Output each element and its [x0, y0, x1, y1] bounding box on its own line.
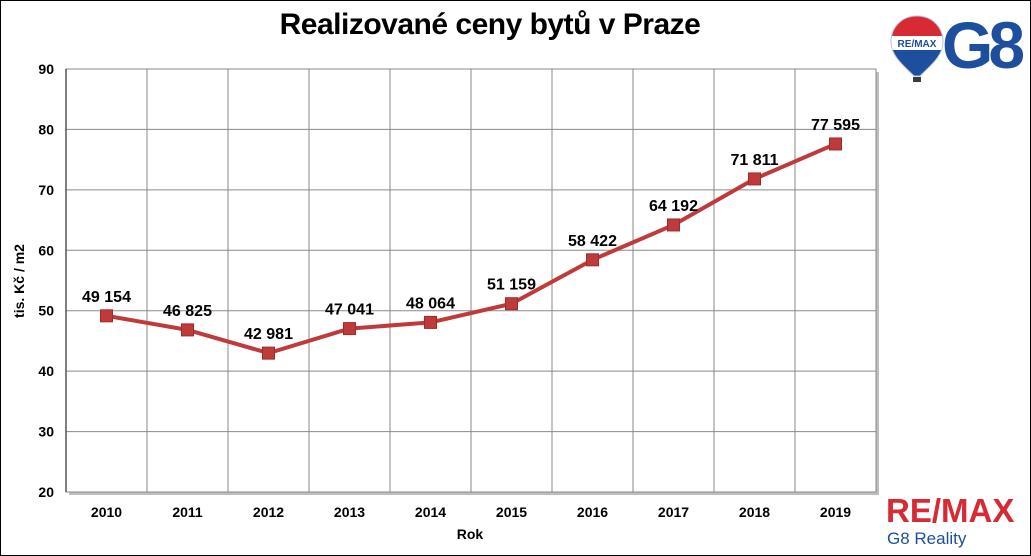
data-point: [424, 315, 437, 329]
data-label: 71 811: [730, 152, 778, 169]
x-axis-title: Rok: [457, 526, 484, 542]
data-label: 46 825: [163, 303, 212, 320]
data-point: [262, 346, 275, 360]
y-tick-label: 40: [38, 363, 54, 379]
x-tick-label: 2016: [577, 504, 608, 520]
y-axis-title: tis. Kč / m2: [11, 244, 27, 318]
data-point: [748, 172, 761, 186]
remax-subtitle: G8 Reality: [887, 529, 967, 548]
g8-logo: G8: [942, 8, 1025, 82]
y-tick-label: 20: [38, 484, 54, 500]
data-label: 64 192: [649, 198, 698, 215]
y-tick-label: 80: [38, 121, 54, 137]
plot-area: 20 30 40 50 60 70 80 90 2010 2011 2012 2013 2014 2015…: [38, 61, 879, 520]
x-tick-label: 2013: [334, 504, 365, 520]
x-tick-label: 2012: [253, 504, 284, 520]
x-tick-label: 2015: [496, 504, 527, 520]
series-line: [106, 142, 837, 356]
remax-balloon-logo: RE/MAX: [890, 15, 944, 82]
x-tick-label: 2017: [658, 504, 689, 520]
remax-wordmark: RE/MAX: [886, 492, 1015, 529]
y-tick-label: 70: [38, 182, 54, 198]
data-label: 48 064: [406, 295, 455, 312]
x-tick-label: 2010: [91, 504, 122, 520]
data-point: [343, 322, 356, 336]
data-label: 42 981: [244, 326, 293, 343]
data-point: [100, 309, 113, 323]
x-tick-label: 2014: [415, 504, 446, 520]
data-point: [667, 218, 680, 232]
data-label: 47 041: [325, 302, 374, 319]
balloon-text: RE/MAX: [898, 39, 937, 50]
y-tick-label: 90: [38, 61, 54, 77]
data-label: 51 159: [487, 277, 536, 294]
data-label: 58 422: [568, 233, 617, 250]
x-tick-label: 2018: [739, 504, 770, 520]
data-point: [181, 323, 194, 337]
x-tick-label: 2011: [172, 504, 203, 520]
y-tick-label: 30: [38, 424, 54, 440]
data-point: [829, 137, 842, 151]
data-point: [505, 297, 518, 311]
x-tick-label: 2019: [820, 504, 851, 520]
chart-title: Realizované ceny bytů v Praze: [279, 8, 701, 41]
y-tick-label: 60: [38, 242, 54, 258]
y-tick-label: 50: [38, 303, 54, 319]
data-point: [586, 253, 599, 267]
data-label: 77 595: [811, 117, 860, 134]
data-label: 49 154: [82, 289, 131, 306]
